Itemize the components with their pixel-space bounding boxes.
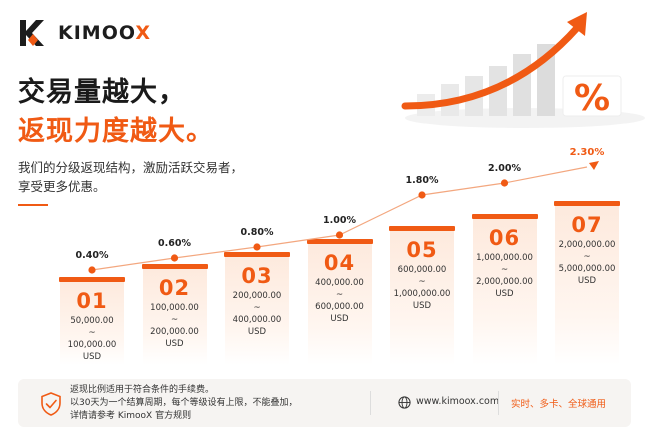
value-label: 1.80% bbox=[405, 175, 439, 186]
tier-number: 03 bbox=[241, 263, 273, 288]
trend-point bbox=[170, 254, 179, 262]
footer-note: 返现比例适用于符合条件的手续费。 以30天为一个结算周期，每个等级设有上限，不能… bbox=[70, 384, 297, 423]
trend-point bbox=[418, 191, 426, 199]
trend-point bbox=[253, 243, 261, 251]
tier-number: 07 bbox=[571, 212, 603, 237]
trend-point bbox=[88, 266, 96, 274]
tier-range-from: 200,000.00 bbox=[232, 290, 282, 301]
growth-illustration: % bbox=[401, 12, 645, 128]
kimoox-logo-icon bbox=[20, 20, 44, 46]
tier-range-from: 600,000.00 bbox=[397, 265, 447, 276]
tier-range-sep: ~ bbox=[88, 328, 96, 338]
brand-logo: KIMOOX bbox=[18, 18, 151, 48]
tier-range-sep: ~ bbox=[500, 264, 509, 275]
tier-card-01 bbox=[60, 277, 124, 365]
arrow-head-icon bbox=[567, 12, 587, 36]
tier-range: 100,000.00 ~200,000.00 USD bbox=[139, 302, 211, 350]
tier-range-to: 600,000.00 bbox=[315, 301, 364, 312]
brand-name-suffix: X bbox=[135, 22, 151, 44]
tier-range-to: 5,000,000.00 bbox=[558, 263, 616, 274]
tier-range-to: 200,000.00 bbox=[150, 327, 199, 338]
tier-bar-06 bbox=[471, 213, 538, 219]
tier-range-sep: ~ bbox=[170, 315, 179, 326]
footer-divider bbox=[370, 391, 371, 415]
tier-range-unit: USD bbox=[495, 288, 514, 299]
accent-divider bbox=[18, 204, 48, 206]
footer-note-line-2: 以30天为一个结算周期，每个等级设有上限，不能叠加， bbox=[70, 398, 298, 408]
tier-range-from: 100,000.00 bbox=[150, 303, 199, 314]
value-label: 0.60% bbox=[158, 238, 191, 249]
tier-number: 01 bbox=[76, 289, 108, 313]
tier-bar-05 bbox=[389, 226, 455, 232]
website-link[interactable]: www.kimoox.com bbox=[416, 396, 500, 407]
globe-icon bbox=[398, 396, 411, 409]
tier-range: 400,000.00 ~600,000.00 USD bbox=[304, 277, 376, 325]
tier-card-02 bbox=[142, 264, 207, 365]
tier-number: 02 bbox=[158, 276, 191, 301]
footer-note-line-3: 详情请参考 KimooX 官方规则 bbox=[70, 411, 192, 421]
tier-bar-03 bbox=[224, 251, 290, 257]
tier-range-unit: USD bbox=[412, 301, 432, 312]
tier-bar-04 bbox=[306, 238, 373, 244]
value-label: 2.00% bbox=[488, 163, 521, 174]
value-label: 0.80% bbox=[240, 227, 274, 238]
brand-name-prefix: KIMOO bbox=[58, 22, 136, 44]
intro-text: 我们的分级返现结构，激励活跃交易者， 享受更多优惠。 bbox=[18, 158, 243, 196]
tier-range-unit: USD bbox=[165, 339, 184, 350]
trend-arrow-icon bbox=[589, 161, 599, 170]
headline-primary: 交易量越大， bbox=[18, 77, 186, 108]
tier-range-from: 1,000,000.00 bbox=[476, 252, 533, 263]
tier-range-from: 2,000,000.00 bbox=[558, 239, 616, 250]
trend-point bbox=[500, 179, 509, 187]
tier-number: 05 bbox=[406, 238, 438, 263]
tier-range: 1,000,000.00 ~2,000,000.00 USD bbox=[469, 252, 541, 300]
shield-check-icon bbox=[41, 392, 61, 416]
tier-range-unit: USD bbox=[247, 326, 267, 337]
trend-point bbox=[335, 231, 344, 239]
tier-range-unit: USD bbox=[577, 275, 597, 286]
value-label: 1.00% bbox=[323, 215, 356, 226]
intro-text-line-2: 享受更多优惠。 bbox=[18, 179, 106, 194]
tier-range-to: 100,000.00 bbox=[67, 340, 117, 350]
growth-arrow-icon bbox=[401, 24, 581, 110]
tier-range-to: 2,000,000.00 bbox=[476, 276, 533, 287]
brand-name: KIMOOX bbox=[58, 22, 151, 44]
tier-bar-07 bbox=[554, 200, 620, 206]
tier-range-unit: USD bbox=[82, 352, 102, 362]
headline-secondary: 返现力度越大。 bbox=[18, 116, 214, 147]
footer-divider-2 bbox=[498, 391, 499, 415]
footer-note-line-1: 返现比例适用于符合条件的手续费。 bbox=[70, 385, 215, 395]
tier-range: 50,000.00 ~100,000.00 USD bbox=[56, 315, 128, 363]
tier-bar-02 bbox=[141, 264, 208, 270]
tier-range-from: 400,000.00 bbox=[315, 277, 364, 288]
tier-range-to: 400,000.00 bbox=[232, 314, 282, 325]
footer-bar: 返现比例适用于符合条件的手续费。 以30天为一个结算周期，每个等级设有上限，不能… bbox=[18, 379, 631, 427]
tier-range-sep: ~ bbox=[583, 251, 591, 262]
intro-text-line-1: 我们的分级返现结构，激励活跃交易者， bbox=[18, 160, 244, 175]
tier-range: 2,000,000.00 ~5,000,000.00 USD bbox=[551, 239, 623, 287]
tier-range-to: 1,000,000.00 bbox=[393, 289, 451, 300]
tier-range-sep: ~ bbox=[253, 302, 261, 313]
tier-range-sep: ~ bbox=[418, 277, 426, 288]
tier-range-sep: ~ bbox=[335, 289, 344, 300]
tier-range: 200,000.00 ~400,000.00 USD bbox=[221, 290, 293, 338]
percent-icon: % bbox=[574, 78, 610, 119]
value-label: 0.40% bbox=[75, 250, 109, 261]
footer-slogan: 实时、多卡、全球通用 bbox=[511, 399, 607, 410]
tier-range-unit: USD bbox=[330, 313, 349, 324]
tier-range-from: 50,000.00 bbox=[70, 316, 114, 326]
tier-range: 600,000.00 ~1,000,000.00 USD bbox=[386, 264, 458, 312]
tier-number: 04 bbox=[323, 250, 356, 275]
tier-number: 06 bbox=[488, 225, 521, 250]
value-label: 2.30% bbox=[569, 147, 605, 158]
tier-bar-01 bbox=[59, 277, 125, 282]
